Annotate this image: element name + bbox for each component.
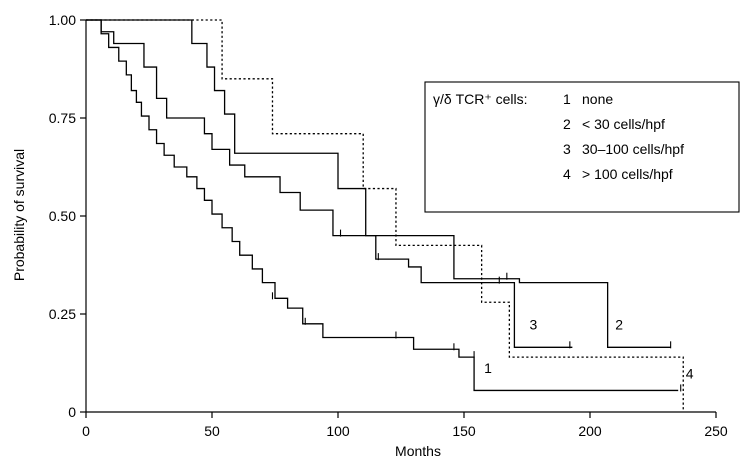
legend-key-2: 2 [563,116,571,132]
legend-key-3: 3 [563,141,571,157]
y-tick-label: 0.75 [49,110,76,126]
x-tick-label: 200 [578,423,602,439]
survival-curves [86,19,684,412]
y-tick-label: 0.50 [49,208,76,224]
legend-key-4: 4 [563,166,571,182]
axes [85,20,716,413]
y-tick-label: 1.00 [49,12,76,28]
survival-curve-2 [86,19,671,348]
legend-title: γ/δ TCR⁺ cells: [433,91,528,107]
curve-end-labels: 1 2 3 4 [484,317,694,382]
y-axis-label: Probability of survival [11,149,27,281]
legend-text-4: > 100 cells/hpf [582,166,673,182]
y-ticks: 0 0.25 0.50 0.75 1.00 [49,12,86,420]
legend-text-1: none [582,91,613,107]
x-tick-label: 50 [204,423,220,439]
censor-marks [271,229,682,392]
x-tick-label: 250 [704,423,728,439]
curve-label-2: 2 [615,317,623,333]
survival-curve-4 [86,19,684,412]
x-tick-label: 100 [326,423,350,439]
legend-box [424,81,740,213]
x-tick-label: 0 [82,423,90,439]
legend-text-2: < 30 cells/hpf [582,116,665,132]
survival-curve-3 [86,19,573,348]
curve-label-1: 1 [484,360,492,376]
survival-curve-1 [86,19,679,392]
y-tick-label: 0.25 [49,306,76,322]
x-ticks: 0 50 100 150 200 250 [82,412,728,439]
y-tick-label: 0 [68,404,76,420]
x-axis-label: Months [395,443,441,459]
curve-label-3: 3 [530,317,538,333]
legend-text-3: 30–100 cells/hpf [582,141,684,157]
legend: γ/δ TCR⁺ cells: 1 none 2 < 30 cells/hpf … [424,81,740,213]
curve-label-4: 4 [686,366,694,382]
legend-key-1: 1 [563,91,571,107]
x-tick-label: 150 [452,423,476,439]
